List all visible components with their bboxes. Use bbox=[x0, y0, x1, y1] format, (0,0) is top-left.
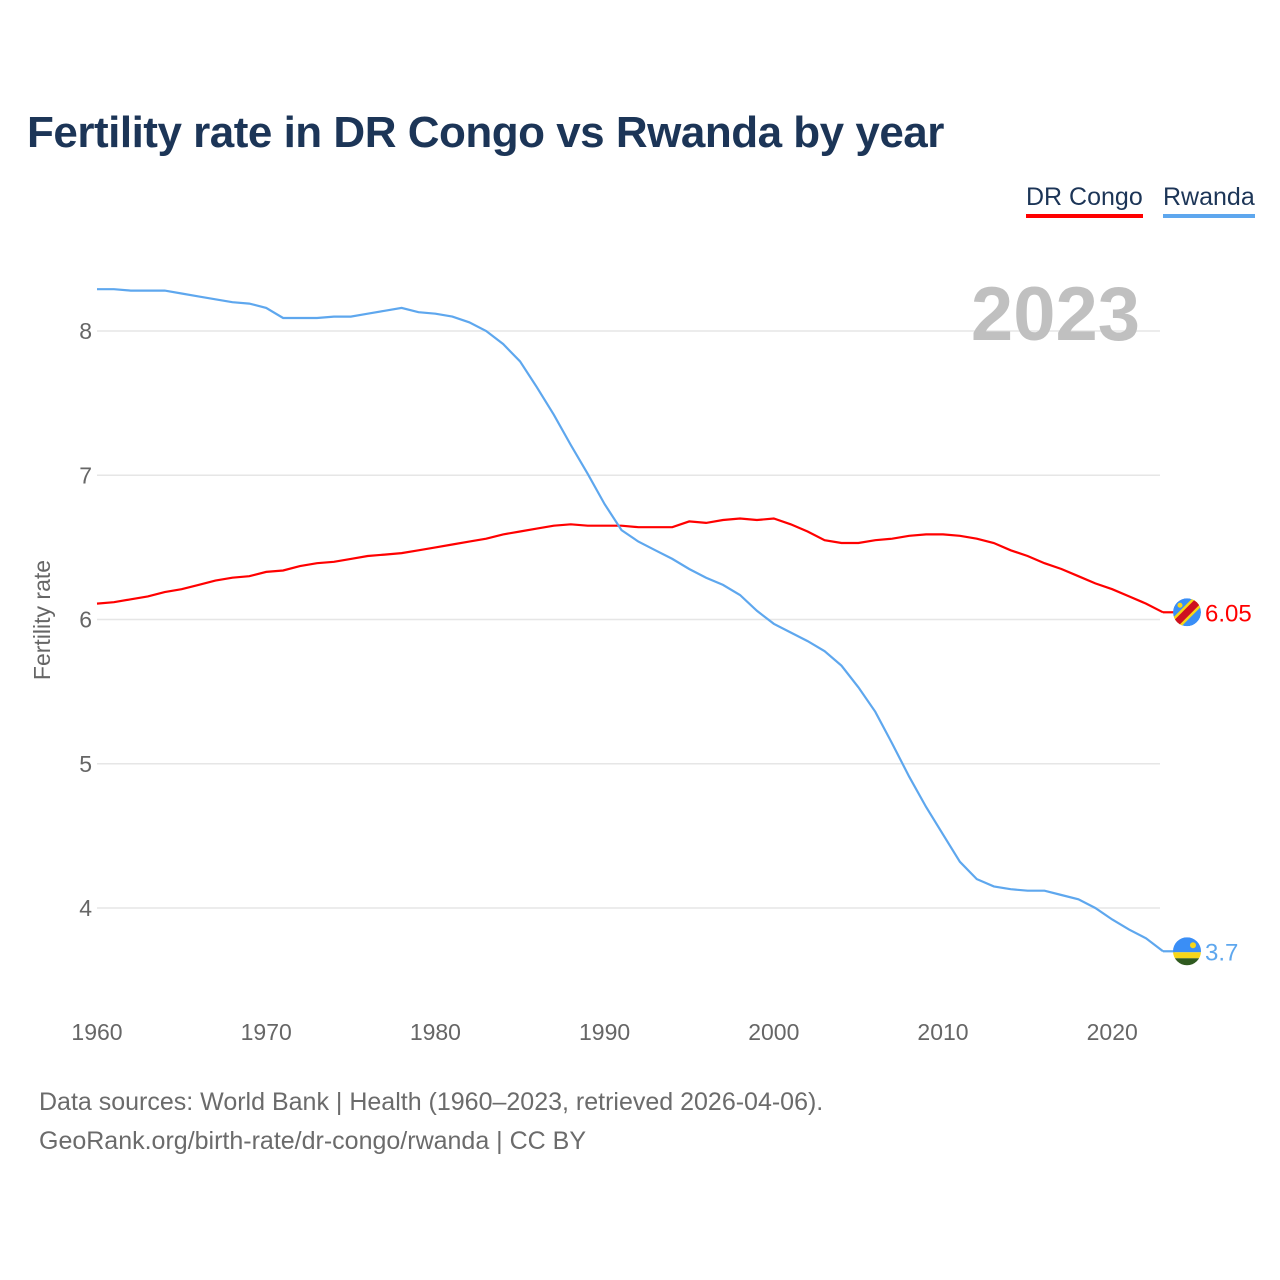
x-tick-label: 2010 bbox=[917, 1019, 968, 1045]
chart-title: Fertility rate in DR Congo vs Rwanda by … bbox=[27, 108, 944, 157]
x-tick-label: 1970 bbox=[241, 1019, 292, 1045]
x-tick-label: 2000 bbox=[748, 1019, 799, 1045]
y-tick-label: 7 bbox=[79, 462, 92, 488]
y-tick-label: 4 bbox=[79, 895, 92, 921]
source-url[interactable]: GeoRank.org/birth-rate/dr-congo/rwanda |… bbox=[39, 1127, 587, 1155]
series-line-dr-congo bbox=[96, 517, 1164, 614]
y-tick-label: 6 bbox=[79, 607, 92, 633]
year-watermark: 2023 bbox=[971, 272, 1140, 357]
series-line-rwanda bbox=[97, 288, 1164, 953]
x-tick-label: 2020 bbox=[1087, 1019, 1138, 1045]
legend-rwanda[interactable]: Rwanda bbox=[1163, 183, 1255, 218]
x-tick-label: 1960 bbox=[71, 1019, 122, 1045]
x-tick-label: 1990 bbox=[579, 1019, 630, 1045]
end-value-label: 3.7 bbox=[1205, 939, 1238, 966]
y-tick-label: 8 bbox=[79, 318, 92, 344]
legend-dr-congo[interactable]: DR Congo bbox=[1026, 183, 1143, 218]
x-tick-label: 1980 bbox=[410, 1019, 461, 1045]
y-tick-label: 5 bbox=[79, 751, 92, 777]
y-axis-label: Fertility rate bbox=[29, 560, 55, 680]
end-value-label: 6.05 bbox=[1205, 600, 1252, 627]
source-text: Data sources: World Bank | Health (1960–… bbox=[39, 1088, 824, 1116]
rwanda-flag-icon bbox=[1173, 937, 1201, 966]
dr-congo-flag-icon bbox=[1173, 598, 1201, 627]
